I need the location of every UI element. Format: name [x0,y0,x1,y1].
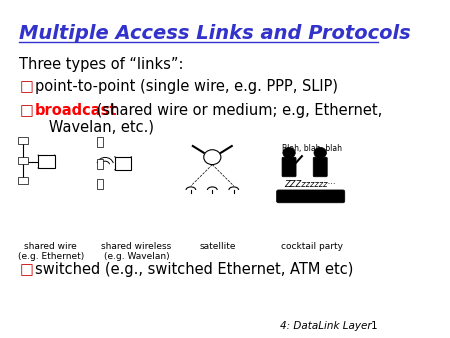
Bar [97,159,103,169]
FancyBboxPatch shape [282,157,296,177]
Bar [18,137,28,144]
Bar [97,179,103,189]
Text: broadcast: broadcast [35,103,117,118]
Text: (shared wire or medium; e.g, Ethernet,: (shared wire or medium; e.g, Ethernet, [91,103,382,118]
Text: Multiple Access Links and Protocols: Multiple Access Links and Protocols [19,24,411,43]
Circle shape [314,147,326,158]
Bar [38,155,54,168]
Text: □: □ [19,103,33,118]
Text: point-to-point (single wire, e.g. PPP, SLIP): point-to-point (single wire, e.g. PPP, S… [35,79,338,94]
Circle shape [204,150,221,165]
Circle shape [283,147,295,158]
Text: shared wire
(e.g. Ethernet): shared wire (e.g. Ethernet) [18,242,84,261]
Text: ZZZzzzzzz···: ZZZzzzzzz··· [284,180,335,189]
Text: Three types of “links”:: Three types of “links”: [19,57,184,72]
Bar [97,137,103,147]
Text: 4: DataLink Layer: 4: DataLink Layer [280,321,372,331]
Text: satellite: satellite [200,242,236,251]
Bar [115,157,131,170]
Text: shared wireless
(e.g. Wavelan): shared wireless (e.g. Wavelan) [101,242,171,261]
Text: 1: 1 [371,321,378,331]
Text: □: □ [19,79,33,94]
Text: Blah, blah, blah: Blah, blah, blah [282,144,342,153]
Text: Wavelan, etc.): Wavelan, etc.) [35,120,154,135]
Text: switched (e.g., switched Ethernet, ATM etc): switched (e.g., switched Ethernet, ATM e… [35,262,353,277]
Text: □: □ [19,262,33,277]
Text: cocktail party: cocktail party [281,242,342,251]
FancyBboxPatch shape [277,190,345,203]
Bar [18,157,28,164]
Bar [18,177,28,184]
FancyBboxPatch shape [313,157,327,177]
